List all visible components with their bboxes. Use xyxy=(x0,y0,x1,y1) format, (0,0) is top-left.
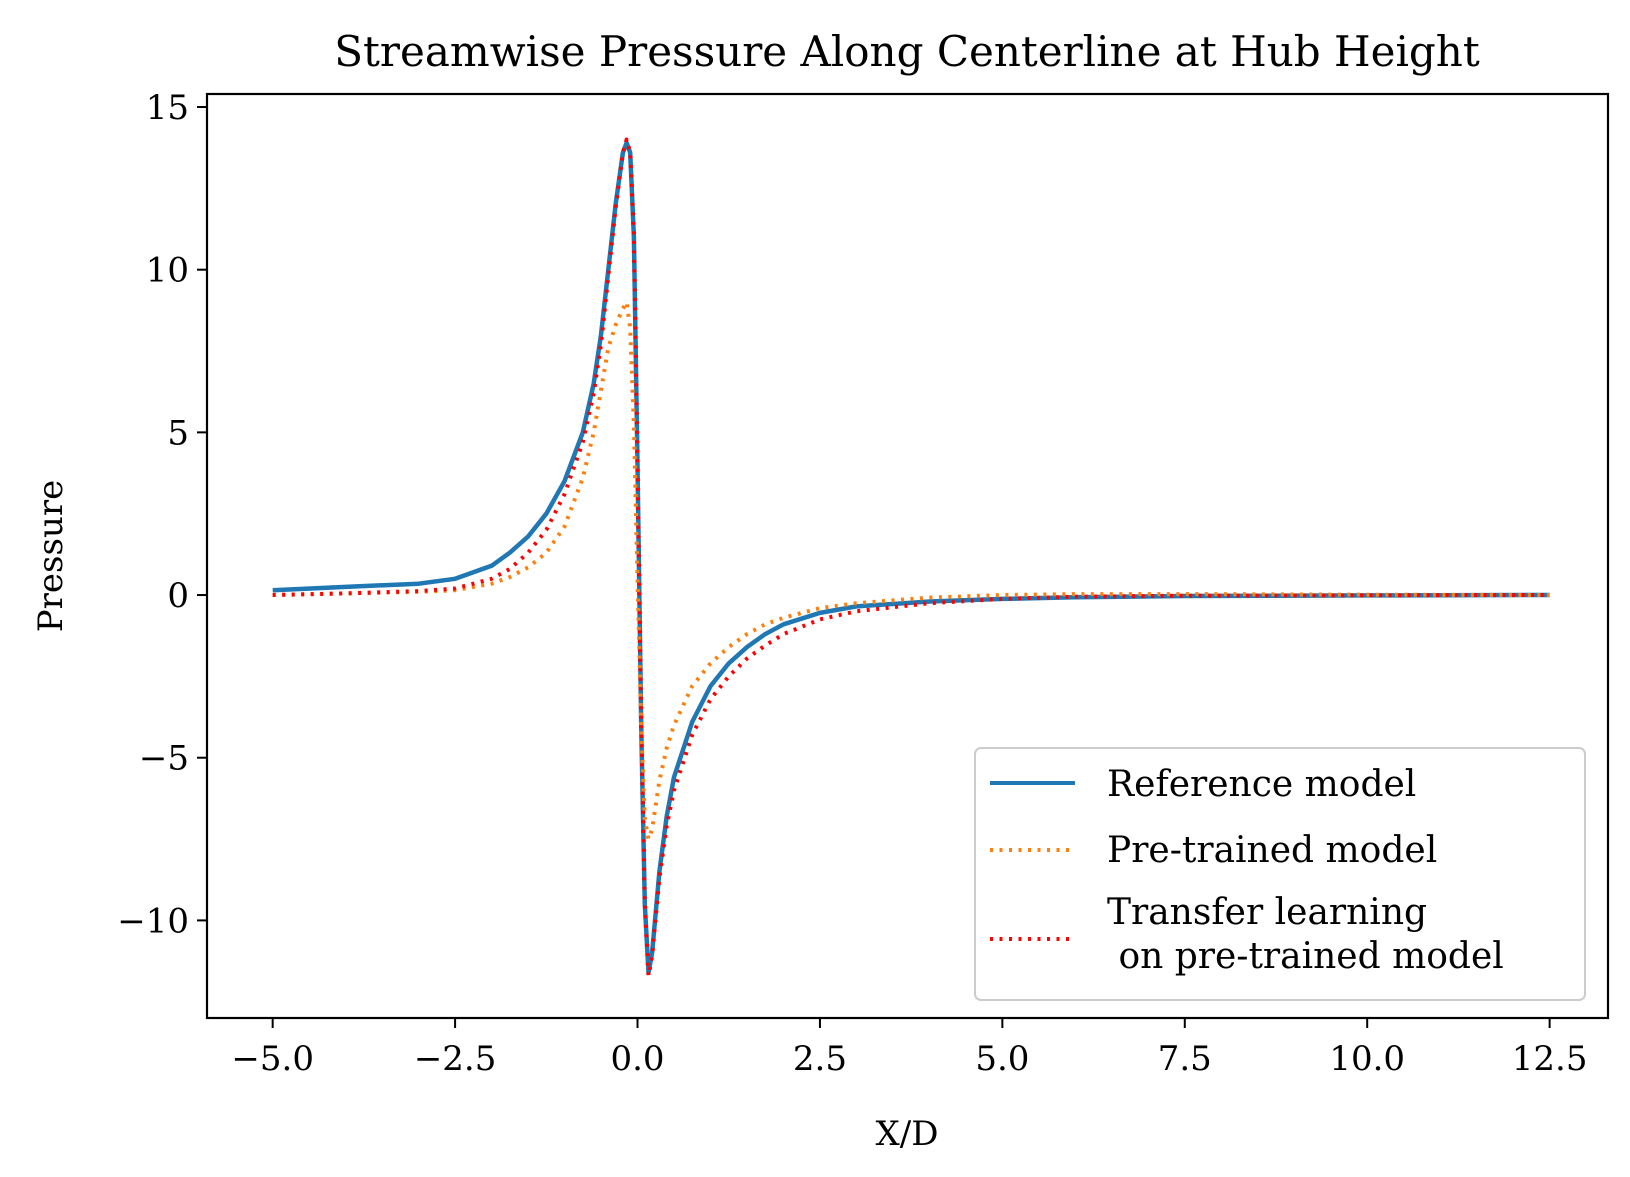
plot-area: −5.0 −2.5 0.0 2.5 5.0 7.5 10.0 12.5 15 10 5 0 −5 −10 xyxy=(117,88,1610,1079)
legend: Reference model Pre-trained model Transf… xyxy=(974,747,1586,1001)
legend-label-pretrained: Pre-trained model xyxy=(1107,830,1437,871)
x-axis-label: X/D xyxy=(876,1114,939,1154)
legend-label-transfer: Transfer learning on pre-trained model xyxy=(1107,892,1504,977)
x-tick-label: 0.0 xyxy=(610,1039,664,1079)
chart-title: Streamwise Pressure Along Centerline at … xyxy=(334,27,1480,76)
y-tick-label: −5 xyxy=(139,739,189,779)
x-tick-label: 7.5 xyxy=(1158,1039,1212,1079)
y-tick-label: 5 xyxy=(167,413,189,453)
y-tick-label: 10 xyxy=(146,251,189,291)
x-tick-label: 2.5 xyxy=(793,1039,847,1079)
series-line-0 xyxy=(272,140,1550,975)
legend-label-reference: Reference model xyxy=(1107,764,1416,805)
legend-entry-pretrained: Pre-trained model xyxy=(990,830,1437,871)
x-tick-label: −2.5 xyxy=(414,1039,497,1079)
x-tick-label: 12.5 xyxy=(1512,1039,1588,1079)
legend-label-line: on pre-trained model xyxy=(1107,936,1504,977)
y-tick-label: 15 xyxy=(146,88,189,128)
x-tick-label: −5.0 xyxy=(231,1039,314,1079)
series-layer xyxy=(272,137,1550,978)
plot-frame xyxy=(205,92,1610,1020)
x-axis: −5.0 −2.5 0.0 2.5 5.0 7.5 10.0 12.5 xyxy=(231,1018,1587,1079)
series-line-1 xyxy=(272,300,1550,842)
legend-label-line: Transfer learning xyxy=(1107,892,1427,933)
legend-entry-transfer: Transfer learning on pre-trained model xyxy=(990,892,1504,977)
y-tick-label: −10 xyxy=(117,901,189,941)
x-tick-label: 5.0 xyxy=(975,1039,1029,1079)
legend-box xyxy=(974,747,1586,1001)
x-tick-label: 10.0 xyxy=(1329,1039,1405,1079)
y-axis: 15 10 5 0 −5 −10 xyxy=(117,88,207,941)
y-axis-label: Pressure xyxy=(31,480,71,632)
legend-entry-reference: Reference model xyxy=(990,764,1416,805)
y-tick-label: 0 xyxy=(167,576,189,616)
